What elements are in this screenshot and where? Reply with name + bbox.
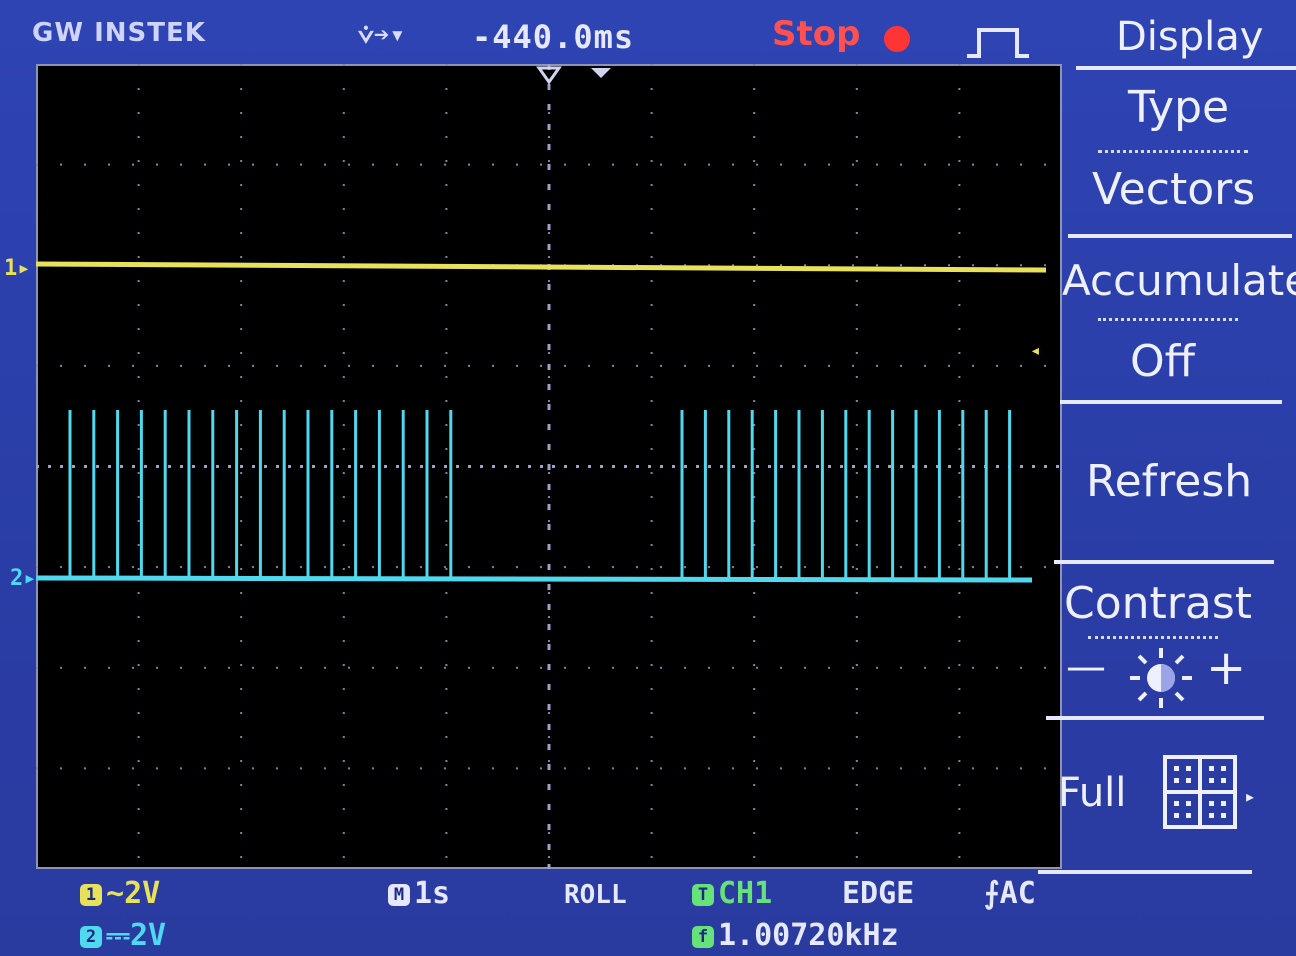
menu-dots xyxy=(1088,636,1218,639)
menu-divider xyxy=(1038,870,1252,874)
display-menu: Display Type Vectors Accumulate Off Refr… xyxy=(1038,0,1296,880)
ch1-badge: 1 xyxy=(80,883,102,906)
menu-divider xyxy=(1076,66,1296,70)
graticule-label: Full xyxy=(1058,770,1127,816)
trigger-badge: T xyxy=(692,883,714,906)
brand-logo: GW INSTEK xyxy=(32,18,206,48)
trigger-coupling: AC xyxy=(999,876,1036,911)
trigger-source-readout: T CH1 xyxy=(692,876,772,911)
contrast-plus-button[interactable]: + xyxy=(1206,640,1247,696)
timebase-readout: M 1s xyxy=(388,876,450,911)
frequency-readout: f 1.00720kHz xyxy=(692,918,899,953)
accumulate-value: Off xyxy=(1130,336,1195,387)
menu-dots xyxy=(1098,318,1238,321)
submenu-arrow-icon: ▸ xyxy=(1244,784,1257,808)
contrast-minus-button[interactable]: — xyxy=(1066,644,1106,690)
ch1-scale-readout: 1 ∼2V xyxy=(80,876,160,911)
type-value: Vectors xyxy=(1092,164,1256,215)
frequency-badge: f xyxy=(692,925,714,948)
ch2-badge: 2 xyxy=(80,925,102,948)
pulse-waveform-icon xyxy=(967,28,1029,58)
ac-coupling-icon: ∼ xyxy=(106,876,125,911)
menu-divider xyxy=(1046,716,1264,720)
ch2-trace-baseline xyxy=(36,575,1033,583)
ch1-volts-div: 2V xyxy=(124,876,161,911)
acquisition-mode: ROLL xyxy=(564,880,627,910)
brightness-icon xyxy=(1130,648,1192,708)
trigger-type: EDGE xyxy=(842,876,915,911)
trigger-position-icon: ⩒➔▾ xyxy=(358,20,406,50)
menu-dots xyxy=(1098,150,1248,153)
trigger-level-marker-icon: ◂ xyxy=(1030,340,1041,361)
time-div: 1s xyxy=(414,876,451,911)
ch1-trace xyxy=(36,261,1047,273)
graticule xyxy=(36,64,1062,869)
type-label: Type xyxy=(1128,82,1230,133)
waveform-display[interactable] xyxy=(36,64,1062,869)
refresh-button[interactable]: Refresh xyxy=(1086,456,1253,507)
menu-divider xyxy=(1054,560,1274,564)
timebase-badge: M xyxy=(388,883,410,906)
ch2-volts-div: 2V xyxy=(129,918,167,953)
full-grid-icon xyxy=(1163,755,1237,829)
trigger-coupling-readout: ⨍AC xyxy=(984,876,1036,911)
ch1-marker-label: 1 xyxy=(4,256,18,281)
ch1-ground-marker[interactable]: 1▸ xyxy=(4,256,31,281)
menu-divider xyxy=(1060,400,1282,404)
ch2-marker-label: 2 xyxy=(10,566,24,591)
ch2-scale-readout: 2 ⎓2V xyxy=(80,918,166,953)
dc-coupling-icon: ⎓ xyxy=(106,918,130,953)
ch2-ground-marker[interactable]: 2▸ xyxy=(10,566,37,591)
run-status: Stop xyxy=(772,14,861,54)
trigger-position-marker xyxy=(536,66,562,85)
frequency-value: 1.00720kHz xyxy=(718,918,899,953)
stop-indicator-icon xyxy=(884,26,910,52)
horizontal-position-readout: -440.0ms xyxy=(472,18,635,56)
contrast-label: Contrast xyxy=(1064,578,1253,629)
rising-edge-icon: ⨍ xyxy=(984,876,1000,911)
menu-title: Display xyxy=(1116,14,1264,60)
trigger-source: CH1 xyxy=(718,876,773,911)
menu-divider xyxy=(1068,234,1292,238)
time-reference-marker xyxy=(591,68,611,78)
accumulate-label: Accumulate xyxy=(1062,256,1296,305)
